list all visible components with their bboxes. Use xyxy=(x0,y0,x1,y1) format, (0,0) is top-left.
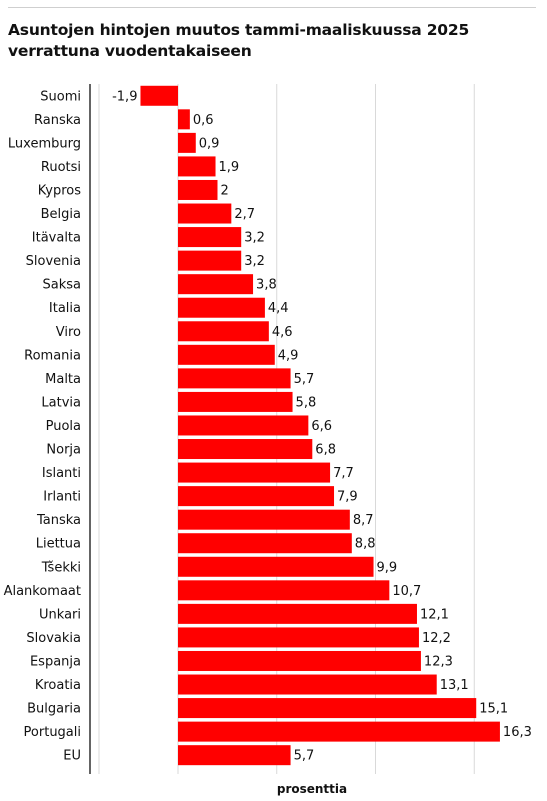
value-label-12: 5,7 xyxy=(294,372,315,387)
bar-12 xyxy=(178,368,291,389)
value-label-18: 8,7 xyxy=(353,513,374,528)
category-label-4: Kypros xyxy=(38,183,82,198)
bar-15 xyxy=(178,439,313,460)
value-label-0: -1,9 xyxy=(112,89,137,104)
bar-6 xyxy=(178,227,242,248)
value-label-1: 0,6 xyxy=(193,113,214,128)
value-label-10: 4,6 xyxy=(272,325,293,340)
value-label-17: 7,9 xyxy=(337,490,358,505)
bar-0 xyxy=(140,85,178,106)
chart-title: Asuntojen hintojen muutos tammi-maalisku… xyxy=(8,21,470,60)
category-label-28: EU xyxy=(63,749,81,764)
bar-9 xyxy=(178,297,265,318)
category-label-9: Italia xyxy=(49,301,81,316)
value-label-5: 2,7 xyxy=(234,207,255,222)
value-label-26: 15,1 xyxy=(479,702,508,717)
value-label-9: 4,4 xyxy=(268,301,289,316)
category-label-27: Portugali xyxy=(24,725,81,740)
top-divider xyxy=(8,7,536,8)
bar-5 xyxy=(178,203,232,224)
category-label-13: Latvia xyxy=(41,395,81,410)
bar-26 xyxy=(178,698,477,719)
bar-8 xyxy=(178,274,254,295)
bar-3 xyxy=(178,156,216,177)
bar-13 xyxy=(178,391,293,412)
value-label-16: 7,7 xyxy=(333,466,354,481)
category-label-22: Unkari xyxy=(39,607,81,622)
category-label-5: Belgia xyxy=(41,207,81,222)
bar-22 xyxy=(178,603,417,624)
category-label-10: Viro xyxy=(56,325,81,340)
value-label-11: 4,9 xyxy=(278,348,299,363)
value-label-6: 3,2 xyxy=(244,231,265,246)
bar-7 xyxy=(178,250,242,271)
value-label-27: 16,3 xyxy=(503,725,532,740)
bar-23 xyxy=(178,627,419,648)
bar-16 xyxy=(178,462,331,483)
category-label-8: Saksa xyxy=(43,278,82,293)
value-label-4: 2 xyxy=(221,183,229,198)
value-label-14: 6,6 xyxy=(311,419,332,434)
value-label-20: 9,9 xyxy=(377,560,398,575)
category-label-12: Malta xyxy=(45,372,81,387)
value-label-23: 12,2 xyxy=(422,631,451,646)
bar-layer xyxy=(140,85,500,766)
bar-20 xyxy=(178,556,374,577)
category-label-20: Tšekki xyxy=(41,560,81,575)
category-label-14: Puola xyxy=(46,419,81,434)
category-label-18: Tanska xyxy=(36,513,81,528)
category-label-23: Slovakia xyxy=(26,631,81,646)
category-label-15: Norja xyxy=(46,443,81,458)
bar-27 xyxy=(178,721,500,742)
value-label-2: 0,9 xyxy=(199,136,220,151)
bar-21 xyxy=(178,580,390,601)
value-label-24: 12,3 xyxy=(424,654,453,669)
category-label-25: Kroatia xyxy=(35,678,81,693)
category-label-16: Islanti xyxy=(42,466,81,481)
value-label-22: 12,1 xyxy=(420,607,449,622)
value-label-21: 10,7 xyxy=(392,584,421,599)
category-label-7: Slovenia xyxy=(26,254,81,269)
value-label-13: 5,8 xyxy=(296,395,317,410)
category-label-17: Irlanti xyxy=(43,490,81,505)
bar-10 xyxy=(178,321,269,342)
value-label-25: 13,1 xyxy=(440,678,469,693)
bar-14 xyxy=(178,415,309,436)
category-label-0: Suomi xyxy=(40,89,81,104)
category-label-24: Espanja xyxy=(30,654,81,669)
bar-11 xyxy=(178,344,275,365)
value-label-7: 3,2 xyxy=(244,254,265,269)
label-layer: Suomi -1,9 Ranska 0,6 Luxemburg 0,9 Ruotsi 1,9 K… xyxy=(4,89,532,763)
category-label-6: Itävalta xyxy=(32,231,81,246)
category-label-21: Alankomaat xyxy=(4,584,81,599)
bar-28 xyxy=(178,745,291,766)
value-label-15: 6,8 xyxy=(315,443,336,458)
bar-25 xyxy=(178,674,437,695)
bar-18 xyxy=(178,509,350,530)
category-label-3: Ruotsi xyxy=(41,160,81,175)
bar-19 xyxy=(178,533,352,554)
x-axis-label: prosenttia xyxy=(277,782,347,796)
bar-1 xyxy=(178,109,190,130)
category-label-1: Ranska xyxy=(34,113,81,128)
category-label-2: Luxemburg xyxy=(8,136,81,151)
bar-24 xyxy=(178,650,421,671)
value-label-28: 5,7 xyxy=(294,749,315,764)
value-label-19: 8,8 xyxy=(355,537,376,552)
category-label-26: Bulgaria xyxy=(27,702,81,717)
category-label-11: Romania xyxy=(24,348,81,363)
value-label-3: 1,9 xyxy=(219,160,240,175)
bar-17 xyxy=(178,486,335,507)
value-label-8: 3,8 xyxy=(256,278,277,293)
bar-4 xyxy=(178,179,218,200)
bar-2 xyxy=(178,132,196,153)
category-label-19: Liettua xyxy=(36,537,81,552)
